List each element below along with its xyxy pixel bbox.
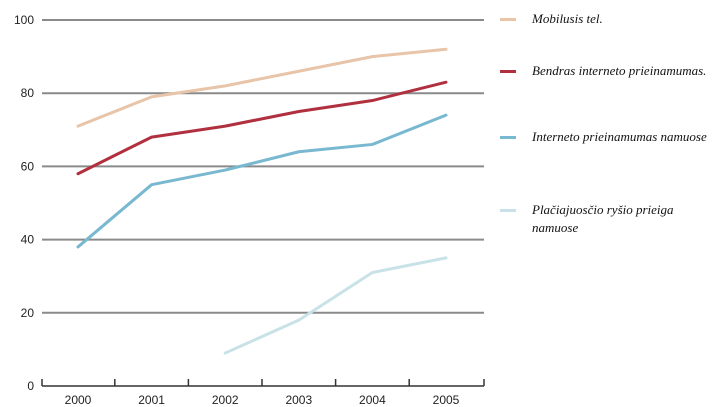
y-tick-label: 100 [14, 13, 34, 27]
x-tick-label: 2000 [65, 393, 92, 407]
y-tick-label: 20 [21, 306, 35, 320]
legend: Mobilusis tel. Bendras interneto prieina… [500, 0, 717, 407]
y-tick-labels: 0 20 40 60 80 100 [14, 13, 34, 393]
y-tick-label: 0 [27, 379, 34, 393]
x-tick-label: 2001 [138, 393, 165, 407]
legend-label: Plačiajuosčio ryšio prieiga namuose [532, 202, 674, 235]
legend-swatch [500, 136, 516, 139]
x-tick-labels: 2000 2001 2002 2003 2004 2005 [65, 393, 460, 407]
y-tick-label: 60 [21, 159, 35, 173]
y-tick-label: 80 [21, 86, 35, 100]
legend-label: Bendras interneto prieinamumas. [532, 63, 707, 78]
series-line [223, 256, 448, 355]
series-line [76, 113, 448, 249]
x-tick-label: 2003 [285, 393, 312, 407]
line-chart: 0 20 40 60 80 100 2000 2001 2002 2003 2004 2005 [14, 13, 485, 407]
x-axis [41, 379, 485, 387]
grid-lines [42, 19, 484, 314]
series-line [76, 47, 448, 128]
legend-label: Mobilusis tel. [532, 11, 603, 26]
x-tick-label: 2005 [433, 393, 460, 407]
legend-swatch [500, 18, 516, 21]
x-tick-label: 2002 [212, 393, 239, 407]
series-line [76, 80, 448, 176]
y-tick-label: 40 [21, 233, 35, 247]
legend-swatch [500, 70, 516, 73]
legend-label: Interneto prieinamumas namuose [532, 129, 707, 144]
series-lines [76, 47, 448, 355]
legend-swatch [500, 209, 516, 212]
x-tick-label: 2004 [359, 393, 386, 407]
